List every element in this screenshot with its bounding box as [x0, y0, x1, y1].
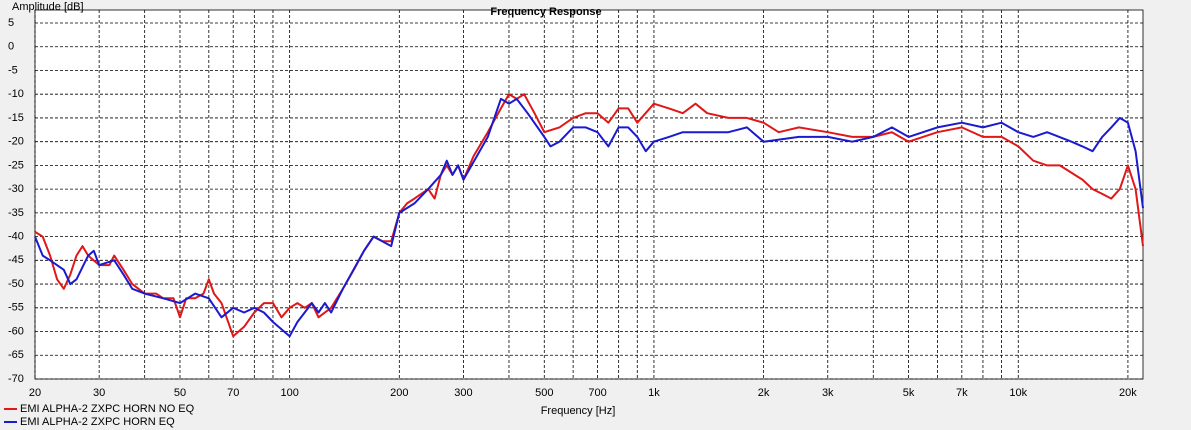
- series-line: [34, 97, 1144, 338]
- x-tick-label: 20k: [1119, 387, 1137, 399]
- x-tick-label: 2k: [758, 387, 770, 399]
- y-tick-label: -20: [8, 136, 24, 148]
- x-tick-label: 70: [227, 387, 239, 399]
- y-tick-label: -55: [8, 302, 24, 314]
- y-tick-label: -15: [8, 112, 24, 124]
- y-tick-label: -25: [8, 159, 24, 171]
- x-tick-label: 30: [93, 387, 105, 399]
- chart-title: Frequency Response: [490, 6, 601, 18]
- x-tick-label: 5k: [903, 387, 915, 399]
- x-tick-label: 200: [390, 387, 408, 399]
- y-tick-label: 0: [8, 41, 14, 53]
- x-tick-label: 300: [454, 387, 472, 399]
- x-tick-label: 700: [588, 387, 606, 399]
- x-tick-label: 3k: [822, 387, 834, 399]
- y-tick-label: -35: [8, 207, 24, 219]
- y-axis-label: Amplitude [dB]: [12, 1, 84, 13]
- y-tick-label: -45: [8, 254, 24, 266]
- legend-label: EMI ALPHA-2 ZXPC HORN EQ: [20, 416, 175, 428]
- legend-label: EMI ALPHA-2 ZXPC HORN NO EQ: [20, 403, 195, 415]
- x-tick-label: 20: [29, 387, 41, 399]
- y-tick-label: -5: [8, 64, 18, 76]
- y-tick-label: -65: [8, 349, 24, 361]
- y-tick-label: -30: [8, 183, 24, 195]
- plot-frame: [34, 9, 1144, 380]
- x-tick-label: 50: [174, 387, 186, 399]
- x-axis-label: Frequency [Hz]: [541, 405, 616, 417]
- x-tick-label: 100: [280, 387, 298, 399]
- plot-area: [35, 10, 1143, 379]
- x-tick-label: 7k: [956, 387, 968, 399]
- x-tick-label: 500: [535, 387, 553, 399]
- x-tick-label: 10k: [1009, 387, 1027, 399]
- y-tick-label: 5: [8, 17, 14, 29]
- y-tick-label: -50: [8, 278, 24, 290]
- x-tick-label: 1k: [648, 387, 660, 399]
- y-tick-label: -60: [8, 325, 24, 337]
- y-tick-label: -40: [8, 231, 24, 243]
- y-tick-label: -70: [8, 373, 24, 385]
- y-tick-label: -10: [8, 88, 24, 100]
